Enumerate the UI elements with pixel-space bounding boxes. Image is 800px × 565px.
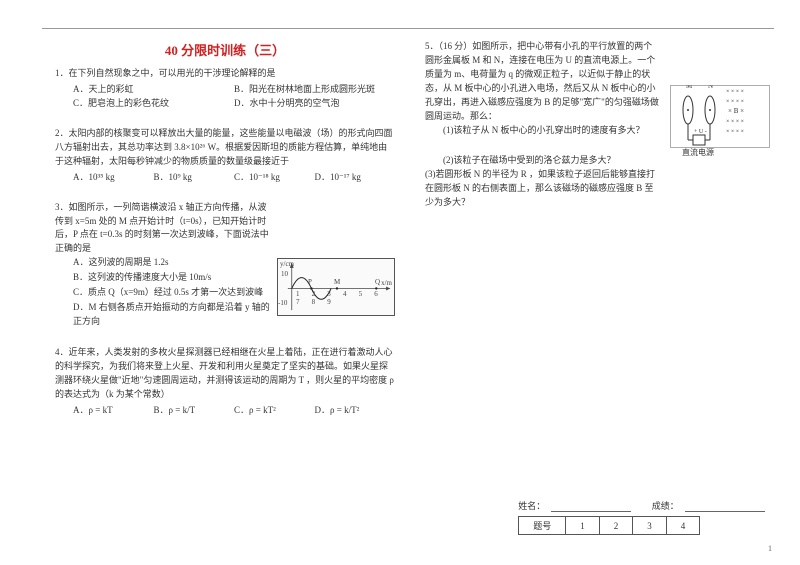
q1-opt-c: C．肥皂泡上的彩色花纹 <box>73 97 234 111</box>
q2-opt-b: B．10⁹ kg <box>154 171 235 185</box>
name-label: 姓名： <box>518 499 545 512</box>
page-number: 1 <box>768 544 772 553</box>
score-table: 题号 1 2 3 4 <box>518 516 700 535</box>
cell-2: 2 <box>599 517 633 535</box>
score-row: 题号 1 2 3 4 <box>519 517 700 535</box>
cell-1: 1 <box>566 517 600 535</box>
q2-opt-c: C．10⁻¹⁸ kg <box>234 171 315 185</box>
score-blank <box>685 501 765 512</box>
q5-b-label: × B × <box>728 107 744 115</box>
q5-stem: 5．（16 分）如图所示，把中心带有小孔的平行放置的两个圆形金属板 M 和 N，… <box>425 40 661 124</box>
q5-subs: (1)该粒子从 N 板中心的小孔穿出时的速度有多大？ (2)该粒子在磁场中受到的… <box>443 124 661 211</box>
question-4: 4．近年来，人类发射的多枚火星探测器已经相继在火星上着陆，正在进行着激动人心的科… <box>55 346 395 418</box>
q3-options: A．这列波的周期是 1.2s B．这列波的传播速度大小是 10m/s C．质点 … <box>73 256 273 329</box>
q3-xticks: 1 2 3 4 5 6 7 8 9 <box>296 290 394 306</box>
q5-src-label: 直流电源 <box>682 147 714 157</box>
q2-opt-a: A．10³⁵ kg <box>73 171 154 185</box>
q3-opt-a: A．这列波的周期是 1.2s <box>73 256 273 270</box>
svg-text:× × × ×: × × × × <box>726 129 744 135</box>
row-label: 题号 <box>519 517 566 535</box>
page-title: 40 分限时训练（三） <box>55 40 395 59</box>
cell-3: 3 <box>633 517 667 535</box>
q4-opt-d: D．ρ = k/T² <box>315 404 396 418</box>
q3-stem: 3．如图所示，一列简谐横波沿 x 轴正方向传播，从波传到 x=5m 处的 M 点… <box>55 201 273 257</box>
name-blank <box>551 501 631 512</box>
q4-opt-c: C．ρ = kT² <box>234 404 315 418</box>
svg-text:× × × ×: × × × × <box>726 119 744 125</box>
q1-opt-d: D．水中十分明亮的空气泡 <box>234 97 395 111</box>
q4-opt-a: A．ρ = kT <box>73 404 154 418</box>
q3-xlabel: x/m <box>381 279 392 287</box>
q5-circuit-figure: × × × × × × × × × × × × × × × × <box>670 85 770 160</box>
credit-line: 姓名： 成绩： <box>518 499 765 512</box>
left-column: 40 分限时训练（三） 1．在下列自然现象之中，可以用光的干涉理论解释的是 A．… <box>55 40 395 555</box>
question-1: 1．在下列自然现象之中，可以用光的干涉理论解释的是 A．天上的彩虹 B．阳光在树… <box>55 67 395 111</box>
circuit-svg: × × × × × × × × × × × × × × × × <box>670 85 770 160</box>
q5-blank <box>443 139 661 153</box>
q3-marker-m: M <box>334 278 340 286</box>
top-rule <box>42 28 774 29</box>
q1-opt-b: B．阳光在树林地面上形成圆形光斑 <box>234 83 395 97</box>
question-5: 5．（16 分）如图所示，把中心带有小孔的平行放置的两个圆形金属板 M 和 N，… <box>425 40 765 211</box>
score-label: 成绩： <box>652 499 679 512</box>
q2-stem: 2．太阳内部的核聚变可以释放出大量的能量，这些能量以电磁波（场）的形式向四面八方… <box>55 127 395 169</box>
q4-options: A．ρ = kT B．ρ = k/T C．ρ = kT² D．ρ = k/T² <box>73 404 395 418</box>
q3-marker-p: P <box>308 278 312 286</box>
q3-ylabel: y/cm <box>280 260 294 268</box>
q2-options: A．10³⁵ kg B．10⁹ kg C．10⁻¹⁸ kg D．10⁻¹⁷ kg <box>73 171 395 185</box>
page: 40 分限时训练（三） 1．在下列自然现象之中，可以用光的干涉理论解释的是 A．… <box>0 0 800 565</box>
q3-opt-b: B．这列波的传播速度大小是 10m/s <box>73 271 273 285</box>
right-column: 5．（16 分）如图所示，把中心带有小孔的平行放置的两个圆形金属板 M 和 N，… <box>425 40 765 555</box>
q3-marker-q: Q <box>375 278 380 286</box>
svg-text:× × × ×: × × × × <box>726 89 744 95</box>
q3-opt-d: D．M 右侧各质点开始振动的方向都是沿着 y 轴的正方向 <box>73 301 273 329</box>
q3-ybot: -10 <box>278 299 287 307</box>
q3-ytop: 10 <box>281 270 288 278</box>
q1-opt-a: A．天上的彩虹 <box>73 83 234 97</box>
q2-opt-d: D．10⁻¹⁷ kg <box>315 171 396 185</box>
q4-opt-b: B．ρ = k/T <box>154 404 235 418</box>
q5-u-label: + U - <box>694 129 707 135</box>
q1-stem: 1．在下列自然现象之中，可以用光的干涉理论解释的是 <box>55 67 395 81</box>
cell-4: 4 <box>666 517 700 535</box>
q3-opt-c: C．质点 Q（x=9m）经过 0.5s 才第一次达到波峰 <box>73 286 273 300</box>
credits-block: 姓名： 成绩： 题号 1 2 3 4 <box>518 499 765 535</box>
q5-sub3: (3)若圆形板 N 的半径为 R ，如果该粒子返回后能够直接打在圆形板 N 的右… <box>425 168 661 210</box>
q1-options: A．天上的彩虹 B．阳光在树林地面上形成圆形光斑 C．肥皂泡上的彩色花纹 D．水… <box>73 83 395 111</box>
q4-stem: 4．近年来，人类发射的多枚火星探测器已经相继在火星上着陆，正在进行着激动人心的科… <box>55 346 395 402</box>
q3-wave-graph: y/cm 10 -10 x/m P M Q 1 2 3 4 5 6 7 8 9 <box>277 258 395 316</box>
q5-sub2: (2)该粒子在磁场中受到的洛仑兹力是多大？ <box>443 154 661 168</box>
question-2: 2．太阳内部的核聚变可以释放出大量的能量，这些能量以电磁波（场）的形式向四面八方… <box>55 127 395 185</box>
q5-sub1: (1)该粒子从 N 板中心的小孔穿出时的速度有多大？ <box>443 124 661 138</box>
wave-svg <box>278 259 394 316</box>
svg-text:× × × ×: × × × × <box>726 99 744 105</box>
